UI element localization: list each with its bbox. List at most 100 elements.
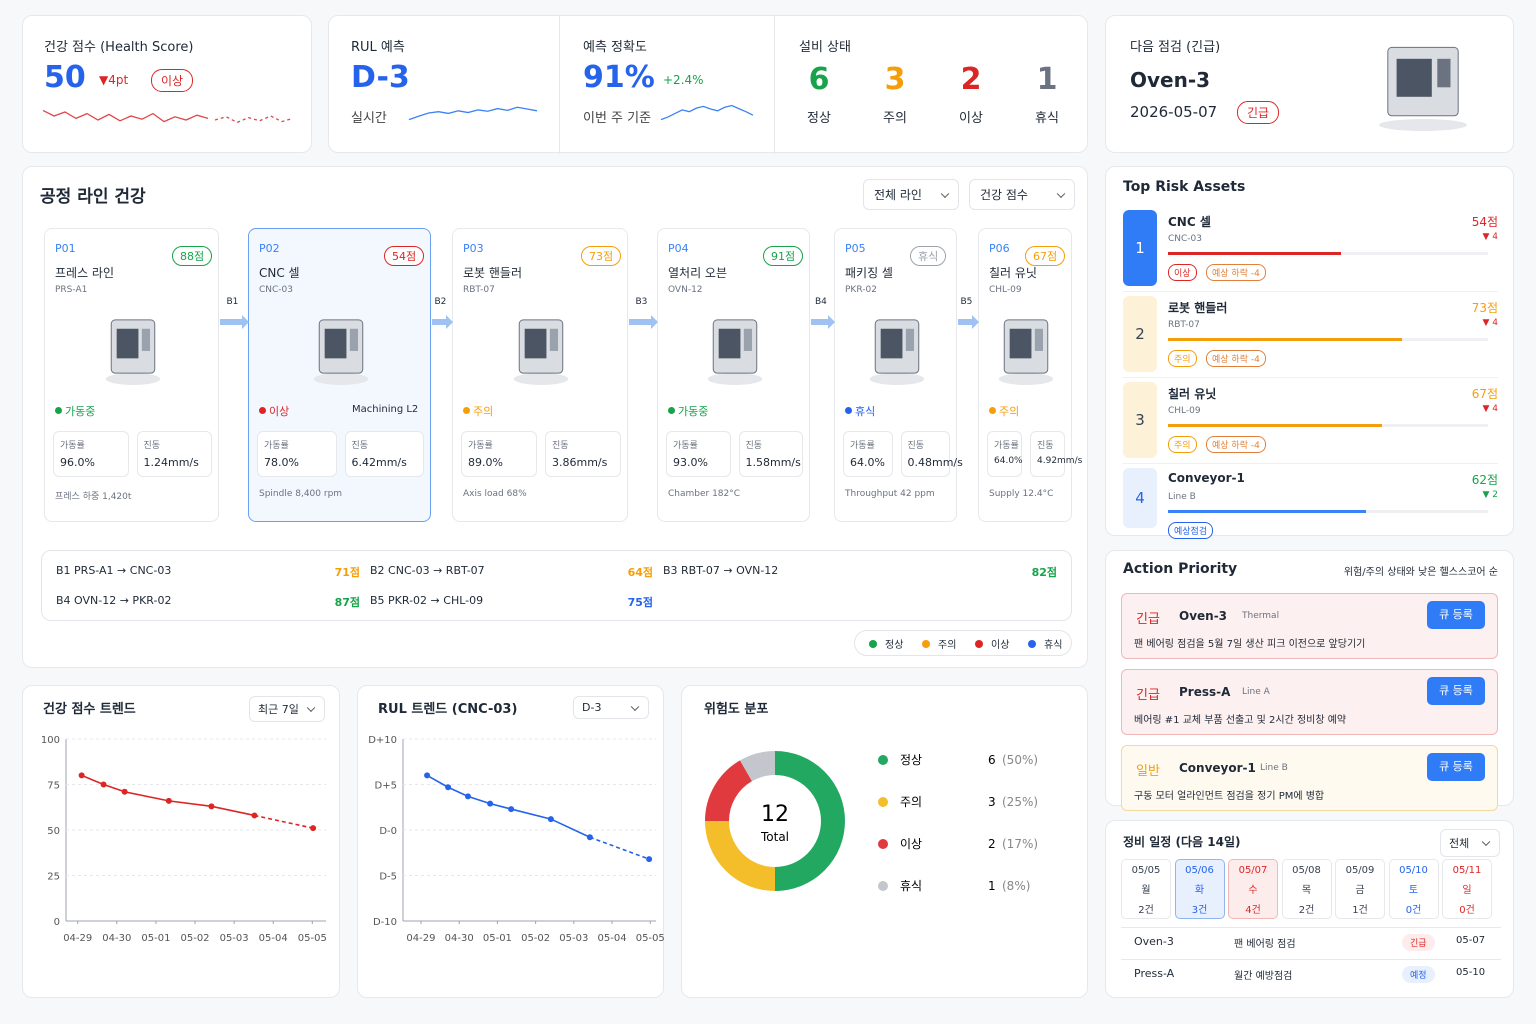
task: 팬 베어링 점검 — [1234, 939, 1296, 950]
score-delta: ▼ 2 — [1482, 490, 1498, 500]
panel-title: Action Priority — [1123, 561, 1238, 577]
legend-label: 주의 — [900, 795, 922, 809]
score-badge: 91점 — [763, 246, 804, 266]
day-cell[interactable]: 05/06 화 3건 — [1174, 859, 1225, 919]
x-tick-label: 05-04 — [598, 933, 627, 944]
data-point — [464, 793, 471, 800]
x-tick-label: 05-05 — [298, 933, 327, 944]
graphic: 0 25 50 75 100 04-29 04-30 05-01 05-02 05-03 05-04… — [41, 735, 327, 944]
status-badge: 긴급 — [1237, 101, 1280, 124]
x-tick-label: 05-05 — [636, 933, 665, 944]
rank: 4 — [1135, 489, 1145, 507]
station-code: PKR-02 — [845, 285, 877, 295]
machine-shadow — [869, 373, 924, 385]
donut-segment — [705, 760, 753, 822]
station-card[interactable]: P06 67점 칠러 유닛 CHL-09 주의 가동률 64.0% 진동 4.92mm/s Sup… — [978, 228, 1082, 522]
day-cell[interactable]: 05/10 토 0건 — [1388, 859, 1439, 919]
data-point — [586, 834, 593, 841]
legend-dot — [1028, 640, 1036, 648]
chart-filter[interactable]: 최근 7일 — [249, 696, 325, 722]
line-filter[interactable]: 전체 라인 — [863, 179, 959, 210]
station-code: CHL-09 — [989, 285, 1022, 295]
status-dot — [55, 407, 62, 414]
machine-window — [1396, 58, 1432, 97]
metric-label: 가동률 — [264, 441, 289, 451]
status-badge: 이상 — [151, 69, 194, 92]
sparkline — [408, 106, 538, 121]
day-cell[interactable]: 05/05 월 2건 — [1121, 859, 1171, 919]
metric-filter[interactable]: 건강 점수 — [969, 179, 1075, 210]
asset-code: RBT-07 — [1168, 320, 1200, 330]
station-name: 로봇 핸들러 — [463, 266, 523, 280]
metric-value: 93.0% — [673, 456, 708, 469]
schedule-filter[interactable]: 전체 — [1440, 829, 1500, 857]
queue-button[interactable]: 큐 등록 — [1427, 677, 1485, 705]
metric-value: 3.86mm/s — [552, 456, 608, 469]
chart-panel: 위험도 분포 정상 6 (50%) 주의 3 (25%) 이상 2 (17%) 휴식 1 (8%) 12 T… — [681, 685, 1088, 998]
legend-label: 주의 — [938, 640, 957, 651]
data-point — [121, 788, 128, 795]
asset-tag: Thermal — [1242, 611, 1280, 621]
day-cell[interactable]: 05/09 금 1건 — [1335, 859, 1385, 919]
day-cell[interactable]: 05/08 목 2건 — [1281, 859, 1332, 919]
legend-count: 1 — [988, 879, 996, 893]
legend-label: 이상 — [900, 837, 922, 851]
queue-button[interactable]: 큐 등록 — [1427, 753, 1485, 781]
station-id: P03 — [463, 242, 484, 255]
day-count: 0건 — [1405, 905, 1422, 916]
panel-title: 공정 라인 건강 — [40, 187, 146, 207]
metric-box: 진동 6.42mm/s — [344, 431, 424, 477]
kpi-delta: +2.4% — [663, 73, 704, 87]
graphic — [958, 315, 979, 329]
asset-name: Press-A — [1179, 685, 1231, 699]
sparkline — [42, 109, 209, 123]
machine-shadow — [1379, 119, 1467, 131]
machine-window — [880, 328, 902, 359]
station-card[interactable]: P04 91점 열처리 오븐 OVN-12 가동중 가동률 93.0% 진동 1.58mm/s C… — [657, 228, 810, 522]
x-tick-label: 05-03 — [559, 933, 588, 944]
day-weekday: 화 — [1194, 885, 1205, 896]
risk-tag: 예상점검 — [1168, 522, 1214, 539]
day-cell[interactable]: 05/11 일 0건 — [1442, 859, 1492, 919]
action-priority-panel: Action Priority 위험/주의 상태와 낮은 헬스스코어 순 긴급 Ove… — [1105, 550, 1514, 811]
metric-label: 가동률 — [850, 441, 875, 451]
day-cell[interactable]: 05/07 수 4건 — [1228, 859, 1278, 919]
data-point — [78, 772, 85, 779]
metric-value: 0.48mm/s — [907, 456, 963, 469]
asset-tag: Line A — [1242, 687, 1270, 697]
link-score: 64점 — [627, 566, 653, 579]
legend-dot — [922, 640, 930, 648]
score-delta: ▼ 4 — [1482, 404, 1498, 414]
queue-button[interactable]: 큐 등록 — [1427, 601, 1485, 629]
status-count: 1 — [1036, 62, 1058, 97]
day-weekday: 금 — [1355, 885, 1365, 896]
score-bar — [1168, 510, 1367, 513]
station-card[interactable]: P05 휴식 패키징 셀 PKR-02 휴식 가동률 64.0% 진동 0.48mm/s Thro… — [834, 228, 963, 522]
asset-name: Conveyor-1 — [1179, 761, 1256, 775]
metric-label: 가동률 — [673, 441, 698, 451]
status-count: 2 — [960, 62, 982, 97]
score: 62점 — [1471, 473, 1498, 487]
legend-count: 3 — [988, 795, 996, 809]
station-card[interactable]: P02 54점 CNC 셀 CNC-03 이상 Machining L2 가동률 78.0% 진… — [248, 228, 431, 522]
station-card[interactable]: P03 73점 로봇 핸들러 RBT-07 주의 가동률 89.0% 진동 3.86mm/s Ax… — [452, 228, 628, 522]
metric-label: 진동 — [745, 441, 763, 451]
score: 67점 — [1471, 387, 1498, 401]
donut-segment — [774, 751, 845, 891]
link-label: B1 PRS-A1 → CNC-03 — [56, 564, 172, 577]
day-date: 05/08 — [1292, 865, 1321, 876]
chart-filter[interactable]: D-3 — [573, 696, 649, 719]
inspection-date: 2026-05-07 — [1130, 103, 1218, 121]
risk-tag: 예상 하락 -4 — [1206, 436, 1266, 453]
x-tick-label: 05-01 — [141, 933, 170, 944]
station-card[interactable]: P01 88점 프레스 라인 PRS-A1 가동중 가동률 96.0% 진동 1.24mm/s 프… — [44, 228, 219, 522]
action-text: 팬 베어링 점검을 5월 7일 생산 피크 이전으로 앞당기기 — [1134, 639, 1366, 650]
metric-box: 가동률 78.0% — [257, 431, 337, 477]
status-dot — [259, 407, 266, 414]
link-score: 75점 — [627, 596, 653, 609]
chart-title: 위험도 분포 — [704, 702, 769, 717]
panel-title: Top Risk Assets — [1123, 179, 1246, 195]
score-bar — [1168, 338, 1402, 341]
status-dot — [668, 407, 675, 414]
